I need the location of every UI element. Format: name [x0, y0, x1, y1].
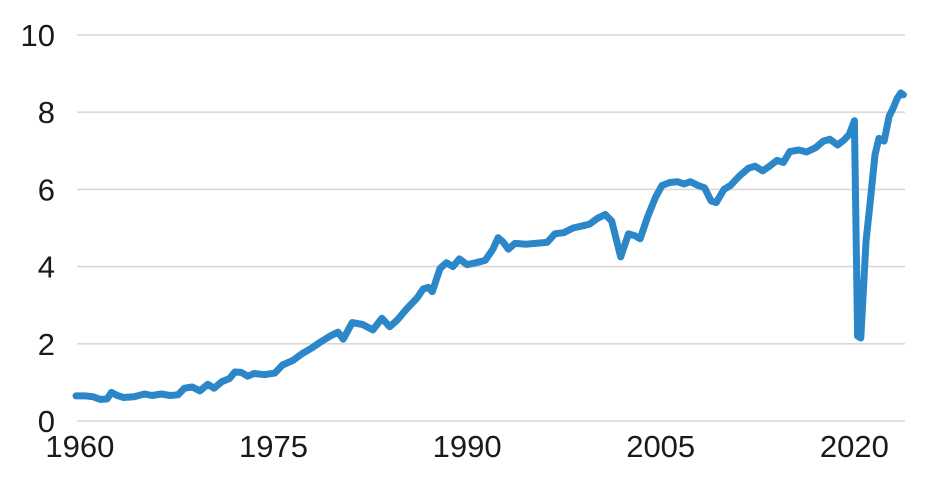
y-tick-label: 8: [38, 95, 55, 130]
y-tick-label: 0: [38, 404, 55, 439]
x-axis-tick-labels: 1960 1975 1990 2005 2020: [45, 429, 888, 464]
y-tick-label: 6: [38, 172, 55, 207]
series-line-blue-line: [72, 89, 907, 403]
x-tick-label: 1990: [433, 429, 502, 464]
x-tick-label: 2005: [626, 429, 695, 464]
x-tick-label: 1975: [239, 429, 308, 464]
gridlines: [77, 34, 905, 422]
x-tick-label: 2020: [820, 429, 889, 464]
y-tick-label: 2: [38, 327, 55, 362]
x-tick-label: 1960: [45, 429, 114, 464]
y-tick-label: 10: [21, 18, 55, 53]
y-tick-label: 4: [38, 250, 55, 285]
y-axis-tick-labels: 0 2 4 6 8 10: [21, 18, 55, 439]
data-series: [72, 89, 907, 403]
